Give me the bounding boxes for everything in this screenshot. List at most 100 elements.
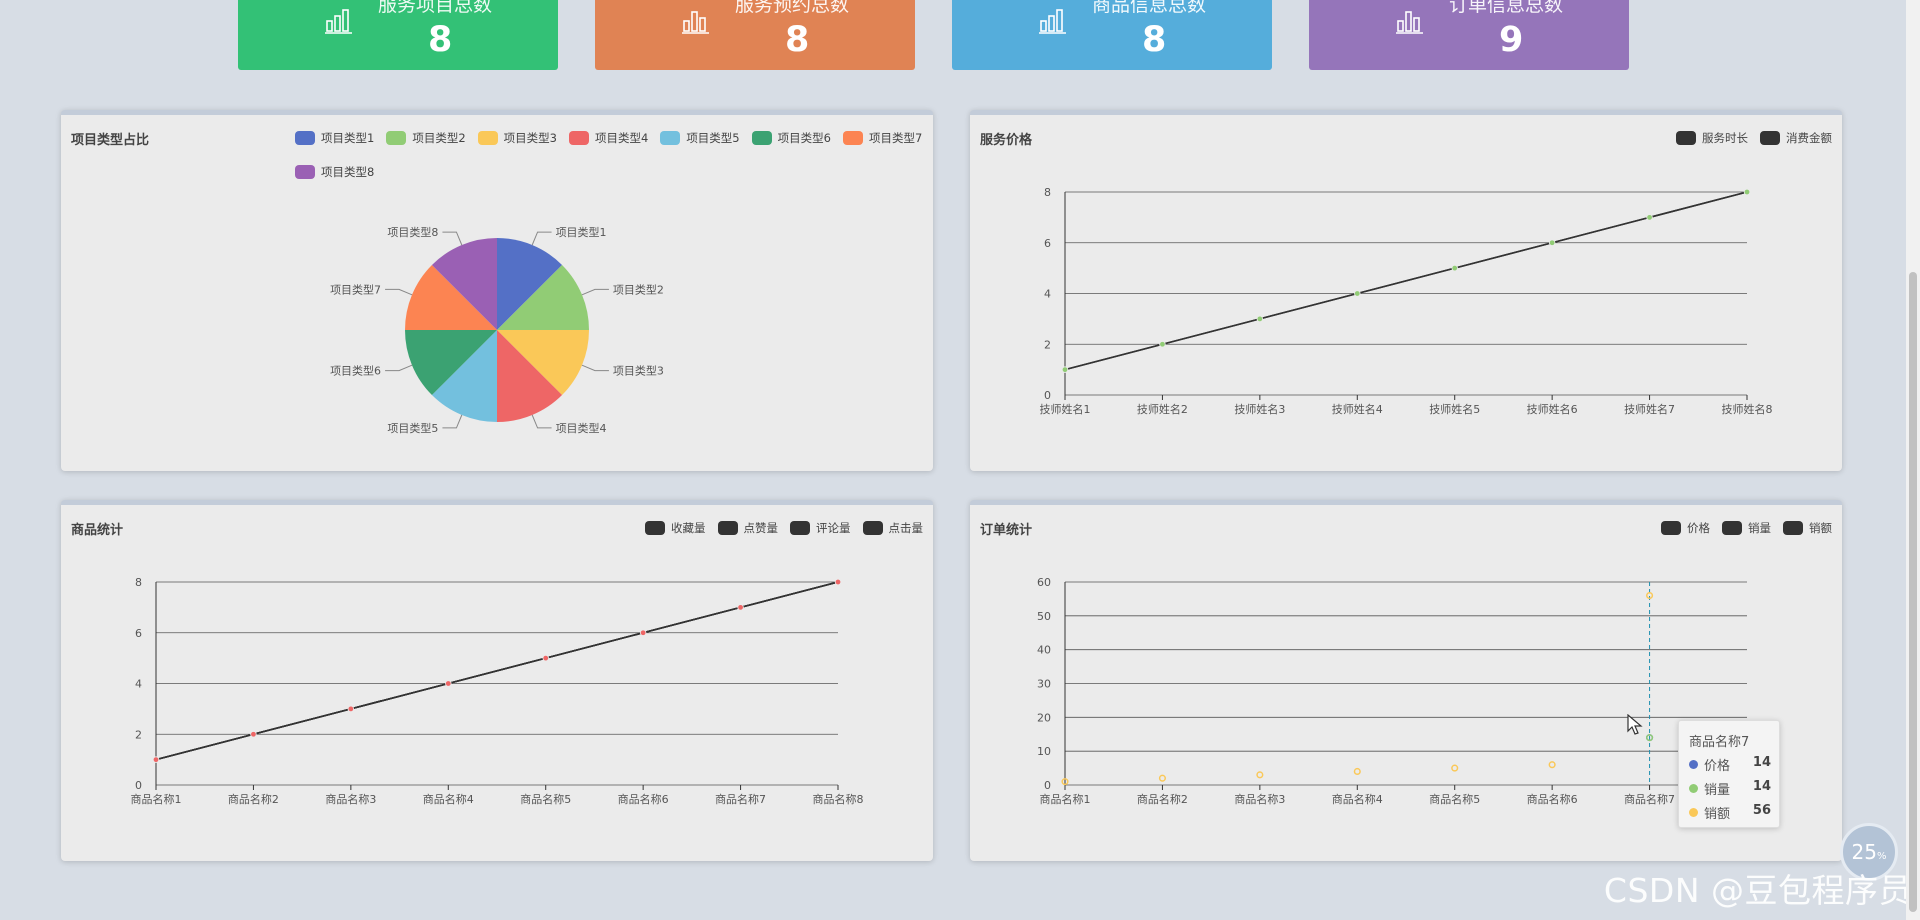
- legend-item[interactable]: 评论量: [790, 519, 851, 536]
- stat-card-product-info[interactable]: 商品信息总数 8: [952, 0, 1272, 70]
- tooltip-row: 销量 14: [1689, 779, 1771, 799]
- legend-label: 消费金额: [1786, 130, 1832, 145]
- legend-item[interactable]: 项目类型1: [295, 129, 374, 146]
- legend-label: 销量: [1748, 520, 1771, 535]
- stat-value: 8: [1142, 20, 1167, 60]
- line-chart: 0 2 4 6 8 技师姓名1 技师姓名2 技师姓名3 技师姓名4 技师姓名5 技师姓名6 技师姓名7…: [1040, 186, 1773, 416]
- x-tick-label: 技师姓名8: [1722, 402, 1773, 416]
- legend-item[interactable]: 项目类型7: [842, 129, 922, 146]
- legend-item[interactable]: 收藏量: [645, 519, 706, 536]
- legend-label: 项目类型2: [412, 130, 466, 145]
- data-point: [1548, 239, 1556, 246]
- legend-swatch: [790, 520, 810, 535]
- zoom-level-badge[interactable]: 25%: [1840, 823, 1898, 881]
- tooltip-series-value: 14: [1752, 755, 1771, 770]
- y-tick-label: 20: [1037, 711, 1051, 724]
- data-point: [1256, 315, 1264, 323]
- legend-label: 项目类型3: [503, 130, 557, 145]
- legend-item[interactable]: 点赞量: [717, 519, 778, 536]
- legend-label: 项目类型1: [321, 130, 375, 145]
- stat-value: 8: [428, 20, 453, 60]
- pie-label-line: [581, 288, 609, 296]
- data-point: [347, 705, 355, 713]
- panel-title: 商品统计: [71, 523, 124, 538]
- pie-slice-label: 项目类型5: [387, 421, 438, 435]
- legend-label: 销额: [1809, 520, 1832, 535]
- data-point: [1451, 264, 1458, 272]
- stat-card-service-items[interactable]: 服务项目总数 8: [238, 0, 558, 70]
- scatter-chart: 0 10 20 30 40 50 60 商品名称1 商品名称2 商品名称3 商品名称4 商品名称5 商品…: [1037, 576, 1748, 806]
- legend-item[interactable]: 项目类型3: [477, 129, 557, 146]
- legend-item[interactable]: 销量: [1722, 519, 1771, 536]
- stat-card-service-bookings[interactable]: 服务预约总数 8: [595, 0, 915, 70]
- legend-item[interactable]: 项目类型8: [295, 163, 374, 180]
- data-point: [250, 731, 257, 738]
- bar-chart-icon: [1395, 6, 1425, 36]
- pie-slice: [405, 264, 497, 330]
- legend-swatch: [842, 130, 863, 145]
- pie-chart: 项目类型1 项目类型2 项目类型3 项目类型4 项目类型5 项目类型6 项目类型7 项目类型8: [330, 225, 664, 435]
- bar-chart-icon: [324, 6, 354, 36]
- legend-swatch: [477, 130, 498, 145]
- watermark: CSDN @豆包程序员: [1603, 871, 1912, 910]
- legend-item[interactable]: 价格: [1661, 519, 1710, 536]
- chart-legend: 服务时长 消费金额: [1664, 129, 1832, 163]
- scrollbar-thumb[interactable]: [1909, 272, 1917, 912]
- legend-swatch: [1722, 520, 1742, 535]
- legend-item[interactable]: 项目类型6: [751, 129, 831, 146]
- pie-slice-label: 项目类型7: [330, 282, 381, 296]
- legend-swatch: [1661, 520, 1681, 535]
- pie-label-line: [531, 414, 552, 429]
- y-tick-label: 30: [1037, 678, 1051, 691]
- data-point: [1548, 761, 1556, 769]
- x-tick-label: 技师姓名1: [1040, 402, 1091, 416]
- tooltip-row: 价格 14: [1689, 755, 1771, 775]
- x-tick-label: 商品名称7: [1624, 792, 1675, 806]
- legend-label: 点击量: [888, 520, 924, 535]
- stat-label: 服务项目总数: [378, 0, 493, 16]
- legend-swatch: [862, 520, 883, 535]
- legend-item[interactable]: 销额: [1783, 519, 1832, 536]
- panel-project-type-share: 项目类型1 项目类型2 项目类型3 项目类型4 项目类型5 项目类型6 项目类型7 项目类型8…: [61, 110, 933, 471]
- vertical-scrollbar[interactable]: [1906, 0, 1920, 920]
- data-point: [1353, 767, 1361, 776]
- x-tick-label: 商品名称5: [1429, 792, 1480, 806]
- series-line: [1064, 191, 1748, 371]
- chart-legend: 价格 销量 销额: [1649, 519, 1832, 553]
- x-tick-label: 商品名称3: [325, 792, 376, 806]
- zoom-value: 25: [1851, 840, 1877, 864]
- y-tick-label: 6: [1044, 237, 1051, 250]
- y-tick-label: 50: [1037, 610, 1051, 623]
- stat-value: 9: [1499, 20, 1524, 60]
- legend-swatch: [660, 130, 681, 145]
- panel-service-price: 0 2 4 6 8 技师姓名1 技师姓名2 技师姓名3 技师姓名4 技师姓名5 技师姓名6 技师姓名7…: [970, 110, 1842, 471]
- x-tick-label: 技师姓名3: [1234, 402, 1285, 416]
- pie-label-line: [442, 231, 463, 246]
- stat-card-order-info[interactable]: 订单信息总数 9: [1309, 0, 1629, 70]
- legend-item[interactable]: 消费金额: [1760, 129, 1832, 146]
- legend-item[interactable]: 点击量: [862, 519, 924, 536]
- y-tick-label: 0: [1044, 779, 1051, 792]
- legend-label: 收藏量: [671, 520, 706, 535]
- legend-item[interactable]: 服务时长: [1676, 129, 1748, 146]
- zoom-unit: %: [1876, 850, 1887, 862]
- legend-item[interactable]: 项目类型2: [386, 129, 466, 146]
- y-tick-label: 2: [1044, 338, 1051, 351]
- legend-label: 服务时长: [1702, 130, 1748, 145]
- pie-slice: [431, 330, 497, 422]
- bar-chart-icon: [1038, 6, 1068, 36]
- legend-label: 项目类型8: [321, 164, 375, 179]
- data-point: [639, 629, 647, 636]
- pie-slice: [405, 330, 497, 396]
- legend-label: 评论量: [816, 520, 851, 535]
- tooltip-series-value: 14: [1752, 779, 1771, 794]
- stat-label: 服务预约总数: [735, 0, 850, 16]
- legend-item[interactable]: 项目类型5: [660, 129, 740, 146]
- panel-title: 服务价格: [980, 133, 1033, 148]
- x-tick-label: 技师姓名5: [1429, 402, 1480, 416]
- x-tick-label: 商品名称7: [715, 792, 766, 806]
- data-point: [834, 578, 842, 586]
- legend-label: 项目类型6: [777, 130, 831, 145]
- legend-item[interactable]: 项目类型4: [568, 129, 648, 146]
- data-point: [1061, 366, 1069, 373]
